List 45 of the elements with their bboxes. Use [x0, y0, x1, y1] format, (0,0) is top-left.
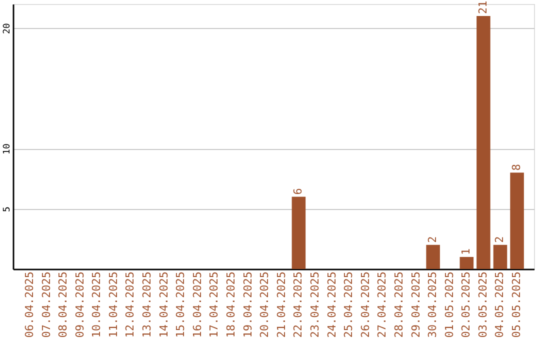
x-tick-label: 13.04.2025: [140, 272, 154, 338]
x-tick-label: 22.04.2025: [292, 272, 305, 338]
y-tick-label: 10: [2, 144, 12, 154]
data-label: 8: [510, 164, 524, 171]
x-tick-label: 19.04.2025: [241, 272, 254, 338]
bar: [510, 172, 524, 269]
x-tick-label: 08.04.2025: [56, 272, 70, 338]
x-tick-label: 03.05.2025: [476, 272, 490, 338]
x-tick-label: 02.05.2025: [460, 272, 473, 338]
y-tick-label: 5: [2, 206, 12, 212]
x-tick-label: 16.04.2025: [190, 272, 204, 338]
data-label: 1: [460, 248, 473, 255]
x-tick-label: 23.04.2025: [308, 272, 322, 338]
bar: [426, 244, 440, 269]
x-tick-label: 06.04.2025: [22, 272, 36, 338]
data-label: 21: [476, 0, 490, 14]
x-tick-label: 28.04.2025: [392, 272, 406, 338]
x-tick-label: 09.04.2025: [73, 272, 86, 338]
x-tick-label: 04.05.2025: [493, 272, 506, 338]
x-tick-label: 07.04.2025: [40, 272, 53, 338]
bar: [292, 196, 306, 269]
x-tick-label: 24.04.2025: [325, 272, 338, 338]
bar: [460, 256, 474, 269]
x-tick-label: 29.04.2025: [409, 272, 422, 338]
x-tick-label: 27.04.2025: [376, 272, 389, 338]
bar: [493, 244, 508, 269]
x-tick-label: 20.04.2025: [258, 272, 272, 338]
x-tick-label: 21.04.2025: [274, 272, 288, 338]
x-tick-label: 11.04.2025: [106, 272, 120, 338]
x-tick-label: 10.04.2025: [90, 272, 104, 338]
x-tick-label: 18.04.2025: [224, 272, 238, 338]
x-tick-label: 25.04.2025: [342, 272, 356, 338]
data-label: 2: [493, 236, 506, 243]
y-tick-label: 20: [2, 23, 12, 34]
x-tick-label: 15.04.2025: [174, 272, 188, 338]
data-label: 2: [426, 236, 440, 243]
data-label: 6: [292, 188, 305, 195]
x-tick-label: 05.05.2025: [510, 272, 524, 338]
bar: [476, 16, 490, 269]
x-tick-label: 17.04.2025: [208, 272, 221, 338]
x-tick-label: 26.04.2025: [358, 272, 372, 338]
x-tick-label: 30.04.2025: [426, 272, 440, 338]
x-tick-label: 14.04.2025: [157, 272, 170, 338]
x-tick-label: 12.04.2025: [124, 272, 137, 338]
x-tick-label: 01.05.2025: [442, 272, 456, 338]
